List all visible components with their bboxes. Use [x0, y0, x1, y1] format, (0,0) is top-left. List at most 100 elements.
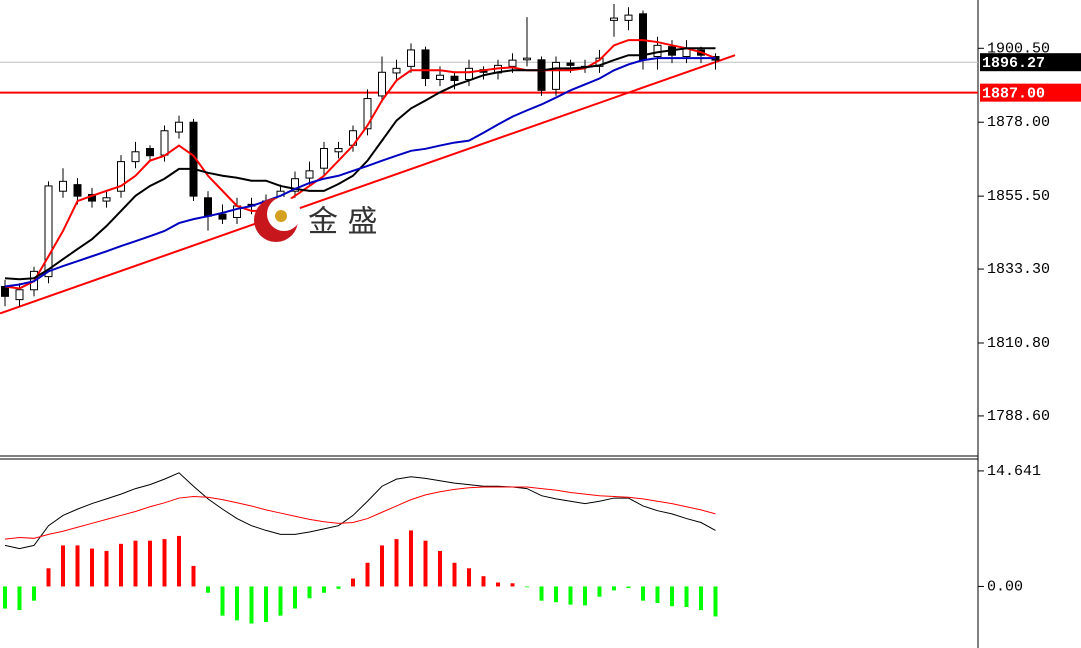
candle-body — [291, 178, 299, 192]
macd-bar — [380, 545, 384, 587]
macd-bar — [307, 586, 312, 599]
trendline — [0, 54, 736, 315]
candle-body — [450, 75, 459, 81]
macd-bar — [510, 583, 515, 587]
macd-bar — [206, 586, 210, 593]
candle-body — [204, 197, 212, 217]
macd-bar — [235, 586, 239, 621]
logo — [275, 210, 287, 222]
candle-body — [160, 130, 169, 156]
candle-body — [131, 151, 140, 163]
candle-body — [537, 59, 546, 91]
macd-bar — [75, 545, 80, 587]
macd-bar — [90, 548, 94, 587]
macd-bar — [554, 586, 558, 603]
candle-body — [465, 67, 473, 81]
candle-body — [363, 98, 372, 130]
macd-bar — [539, 586, 544, 601]
macd-bar — [496, 582, 500, 587]
candle-body — [421, 49, 430, 80]
price-label-box — [980, 83, 1081, 102]
candle-body — [436, 74, 444, 81]
candle-body — [59, 180, 67, 192]
macd-bar — [684, 586, 689, 607]
macd-bar — [481, 576, 486, 587]
y-tick-label: 1788.60 — [987, 408, 1050, 425]
watermark-text: 金 盛 — [308, 205, 378, 240]
price-label: 1896.27 — [982, 55, 1045, 72]
macd-bar — [336, 586, 341, 589]
candle-body — [73, 184, 82, 197]
y-tick-label: 14.641 — [987, 463, 1041, 480]
macd-bar — [264, 586, 268, 622]
macd-bar — [452, 562, 457, 587]
macd-bar — [423, 540, 428, 587]
candle-body — [305, 170, 314, 179]
macd-bar — [322, 586, 326, 593]
candle-body — [15, 289, 24, 301]
candle-body — [175, 121, 183, 133]
macd-bar — [32, 586, 36, 601]
macd-bar — [438, 550, 442, 587]
macd-bar — [670, 586, 674, 607]
macd-bar — [148, 540, 152, 587]
macd-bar — [583, 586, 587, 606]
candle-body — [566, 62, 575, 66]
candle-body — [102, 197, 111, 202]
macd-bar — [394, 539, 399, 587]
macd-bar — [655, 586, 660, 604]
candle-body — [334, 147, 343, 153]
macd-bar — [525, 586, 529, 588]
macd-bar — [133, 540, 138, 587]
macd-bar — [713, 586, 718, 617]
candle-body — [407, 49, 415, 67]
macd-bar — [191, 565, 196, 587]
candle-body — [508, 59, 517, 67]
macd-bar — [162, 539, 167, 587]
watermark: 金 盛 — [254, 197, 378, 242]
price-label: 1887.00 — [982, 86, 1045, 103]
candle-body — [44, 185, 53, 278]
macd-bar — [365, 562, 370, 587]
y-tick-label: 1833.30 — [987, 261, 1050, 278]
macd-bar — [568, 586, 573, 605]
macd-bar — [278, 586, 283, 616]
y-tick-label: 0.00 — [987, 578, 1023, 595]
candle-body — [392, 67, 401, 74]
macd-line — [4, 486, 716, 540]
candle-body — [639, 13, 647, 61]
candle-body — [523, 57, 531, 61]
candle-body — [320, 147, 328, 169]
price-label-box — [980, 53, 1081, 72]
y-tick-label: 1900.50 — [987, 40, 1050, 57]
candle-body — [624, 14, 633, 21]
candle-body — [1, 285, 9, 297]
macd-bar — [409, 530, 413, 587]
candle-body — [218, 213, 227, 220]
macd-bar — [3, 586, 7, 609]
macd-bar — [46, 568, 51, 587]
macd-bar — [177, 535, 181, 587]
moving-average — [4, 39, 716, 290]
candle-body — [146, 147, 154, 157]
y-tick-label: 1855.50 — [987, 188, 1050, 205]
macd-bar — [626, 586, 631, 589]
moving-average — [4, 57, 716, 288]
y-tick-label: 1878.00 — [987, 114, 1050, 131]
macd-bar — [612, 586, 616, 591]
macd-bar — [17, 586, 22, 611]
candle-body — [117, 161, 125, 192]
macd-line — [4, 472, 716, 550]
y-tick-label: 1810.80 — [987, 335, 1050, 352]
macd-bar — [597, 586, 602, 597]
macd-bar — [351, 578, 355, 587]
macd-bar — [249, 586, 254, 624]
macd-bar — [641, 586, 645, 601]
macd-bar — [104, 550, 109, 587]
macd-bar — [467, 568, 471, 587]
macd-bar — [220, 586, 225, 616]
candle-body — [552, 61, 560, 90]
